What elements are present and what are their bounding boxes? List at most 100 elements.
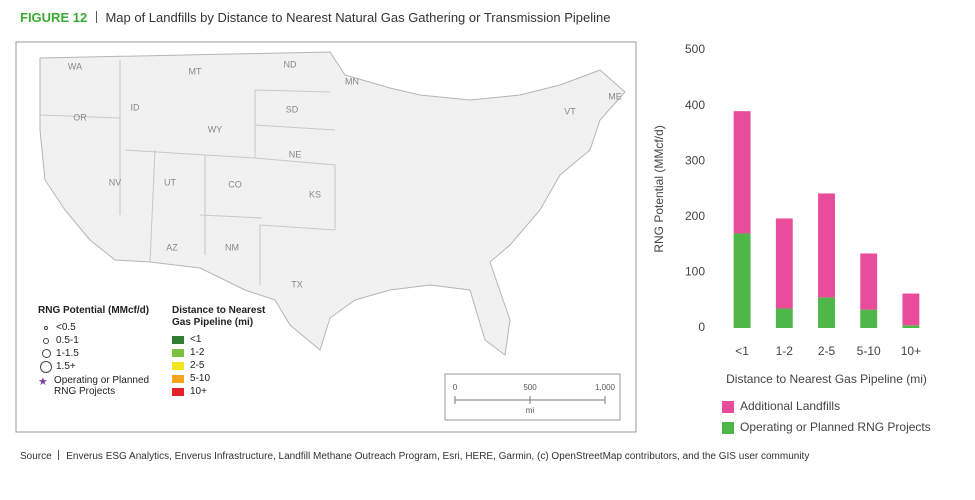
bar <box>733 111 751 234</box>
source-text: Enverus ESG Analytics, Enverus Infrastru… <box>66 451 810 462</box>
star-icon: ★ <box>38 376 48 388</box>
legend-item: 0.5-1 <box>38 334 158 347</box>
size-icon <box>38 349 54 358</box>
state-label: NM <box>225 242 239 252</box>
y-tick-label: 100 <box>685 265 705 279</box>
legend-label: 5-10 <box>190 373 211 384</box>
legend-label: Operating or Planned RNG Projects <box>54 375 150 397</box>
separator <box>58 450 60 460</box>
legend-item: 10+ <box>172 385 272 398</box>
size-icon <box>38 360 54 373</box>
bar <box>902 293 920 326</box>
state-label: TX <box>291 279 303 289</box>
bar <box>860 253 878 310</box>
color-swatch <box>172 361 184 370</box>
size-circle <box>40 360 52 373</box>
legend-label: Additional Landfills <box>740 399 840 413</box>
color-swatch <box>172 387 184 396</box>
bar <box>860 309 878 328</box>
size-circle <box>43 337 49 344</box>
x-tick-label: 2-5 <box>818 344 836 358</box>
state-label: MN <box>345 76 359 86</box>
figure-label: FIGURE 12 <box>20 10 88 25</box>
y-tick-label: 300 <box>685 153 705 167</box>
legend-label: 2-5 <box>190 360 205 371</box>
y-tick-label: 400 <box>685 98 705 112</box>
color-swatch <box>172 335 184 344</box>
scale-label: 1,000 <box>595 383 616 392</box>
state-labels: WA MT ND MN OR ID WY SD NE NV UT CO KS AZ NM TX VT ME <box>68 59 622 289</box>
bar <box>818 297 835 328</box>
bar <box>775 218 793 309</box>
source-label: Source <box>20 451 52 462</box>
separator <box>95 11 97 23</box>
state-label: VT <box>564 106 576 116</box>
legend-label: <0.5 <box>56 322 76 333</box>
state-label: WY <box>208 124 223 134</box>
us-outline <box>39 51 626 356</box>
size-icon <box>38 337 54 344</box>
legend-item: 5-10 <box>172 372 272 385</box>
map: WA MT ND MN OR ID WY SD NE NV UT CO KS AZ NM TX VT ME 0 50… <box>15 41 637 433</box>
legend-swatch <box>722 422 734 434</box>
y-axis-label: RNG Potential (MMcf/d) <box>652 125 666 252</box>
legend-item: 1.5+ <box>38 360 158 373</box>
x-tick-label: 5-10 <box>857 344 881 358</box>
legend-item: <1 <box>172 333 272 346</box>
scale-label: 500 <box>523 383 537 392</box>
state-label: NE <box>289 149 302 159</box>
legend-label: 1-2 <box>190 347 205 358</box>
state-label: ME <box>608 91 622 101</box>
x-tick-label: 1-2 <box>776 344 794 358</box>
size-circle <box>41 349 51 358</box>
state-label: WA <box>68 61 82 71</box>
state-label: SD <box>286 104 299 114</box>
legend-item: <0.5 <box>38 321 158 334</box>
legend-swatch <box>722 401 734 413</box>
y-tick-label: 200 <box>685 209 705 223</box>
color-swatch <box>172 348 184 357</box>
legend-label: 1-1.5 <box>56 348 79 359</box>
legend-item: 2-5 <box>172 359 272 372</box>
legend-item: ★ Operating or Planned RNG Projects <box>38 375 158 397</box>
figure-heading: FIGURE 12 Map of Landfills by Distance t… <box>20 10 611 25</box>
source-line: Source Enverus ESG Analytics, Enverus In… <box>20 450 809 462</box>
state-label: ID <box>131 102 141 112</box>
scale-bar: 0 500 1,000 mi <box>453 383 616 415</box>
legend-label: Operating or Planned RNG Projects <box>740 420 931 434</box>
state-label: ND <box>284 59 297 69</box>
state-label: NV <box>109 177 122 187</box>
size-circle <box>44 325 48 330</box>
legend-title: Distance to Nearest Gas Pipeline (mi) <box>172 305 266 328</box>
state-label: UT <box>164 177 176 187</box>
state-label: OR <box>73 112 87 122</box>
scale-label: 0 <box>453 383 458 392</box>
size-legend: RNG Potential (MMcf/d) <0.5 0.5-1 1-1.5 1.5… <box>38 305 158 397</box>
legend-title: RNG Potential (MMcf/d) <box>38 305 150 316</box>
legend-label: 0.5-1 <box>56 335 79 346</box>
bar <box>775 308 793 328</box>
bar <box>902 325 920 328</box>
legend-label: 1.5+ <box>56 361 76 372</box>
scale-box <box>444 373 621 421</box>
x-tick-label: <1 <box>735 344 749 358</box>
bar <box>733 233 751 328</box>
state-label: AZ <box>166 242 178 252</box>
legend-label: <1 <box>190 334 202 345</box>
y-tick-label: 0 <box>698 320 705 334</box>
y-tick-label: 500 <box>685 42 705 56</box>
bar <box>818 193 835 298</box>
x-tick-label: 10+ <box>901 344 921 358</box>
legend-label: 10+ <box>190 386 207 397</box>
scale-unit: mi <box>526 406 535 415</box>
figure-title: Map of Landfills by Distance to Nearest … <box>105 10 611 25</box>
legend-item: 1-1.5 <box>38 347 158 360</box>
chart: 0 100 200 300 400 500 RNG Potential (MMcf/d) Di… <box>652 42 931 434</box>
x-axis-label: Distance to Nearest Gas Pipeline (mi) <box>726 372 927 386</box>
size-icon <box>38 325 54 330</box>
state-label: CO <box>228 179 242 189</box>
state-label: MT <box>189 66 202 76</box>
state-label: KS <box>309 189 321 199</box>
legend-item: 1-2 <box>172 346 272 359</box>
